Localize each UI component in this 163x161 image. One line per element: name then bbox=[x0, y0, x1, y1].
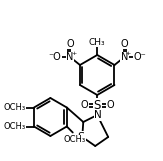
Text: N: N bbox=[66, 52, 74, 62]
Text: O: O bbox=[81, 100, 88, 110]
Text: S: S bbox=[94, 99, 101, 112]
Text: CH₃: CH₃ bbox=[89, 38, 105, 47]
Text: ⁻O: ⁻O bbox=[49, 52, 61, 62]
Text: +: + bbox=[71, 51, 77, 56]
Text: OCH₃: OCH₃ bbox=[64, 135, 86, 144]
Text: O: O bbox=[66, 39, 74, 49]
Text: OCH₃: OCH₃ bbox=[3, 122, 25, 131]
Text: OCH₃: OCH₃ bbox=[3, 103, 25, 112]
Text: +: + bbox=[126, 51, 131, 56]
Text: N: N bbox=[94, 110, 102, 120]
Text: N: N bbox=[121, 52, 128, 62]
Text: O⁻: O⁻ bbox=[133, 52, 146, 62]
Text: S: S bbox=[78, 132, 85, 142]
Text: O: O bbox=[106, 100, 114, 110]
Text: O: O bbox=[121, 39, 128, 49]
